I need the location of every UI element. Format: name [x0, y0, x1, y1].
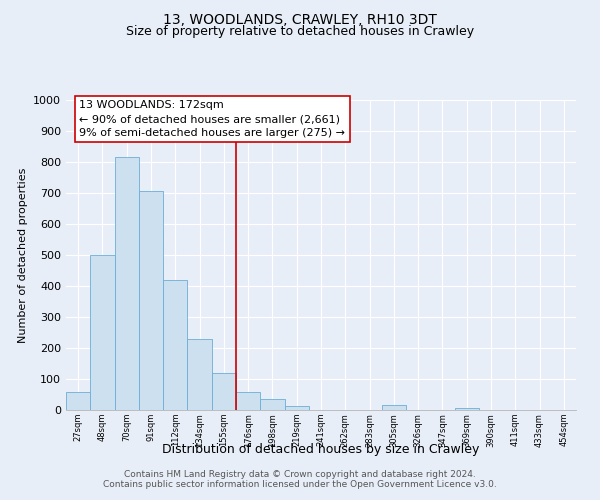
Bar: [236, 392, 260, 410]
Bar: [260, 399, 284, 410]
Text: Size of property relative to detached houses in Crawley: Size of property relative to detached ho…: [126, 25, 474, 38]
Bar: [455, 408, 479, 410]
Bar: [66, 392, 90, 410]
Bar: [139, 191, 163, 410]
Text: Distribution of detached houses by size in Crawley: Distribution of detached houses by size …: [163, 442, 479, 456]
Text: 13, WOODLANDS, CRAWLEY, RH10 3DT: 13, WOODLANDS, CRAWLEY, RH10 3DT: [163, 12, 437, 26]
Bar: [212, 374, 236, 410]
Bar: [90, 255, 115, 410]
Y-axis label: Number of detached properties: Number of detached properties: [17, 168, 28, 342]
Bar: [284, 406, 309, 410]
Text: Contains public sector information licensed under the Open Government Licence v3: Contains public sector information licen…: [103, 480, 497, 489]
Bar: [115, 158, 139, 410]
Text: Contains HM Land Registry data © Crown copyright and database right 2024.: Contains HM Land Registry data © Crown c…: [124, 470, 476, 479]
Bar: [187, 340, 212, 410]
Bar: [382, 406, 406, 410]
Text: 13 WOODLANDS: 172sqm
← 90% of detached houses are smaller (2,661)
9% of semi-det: 13 WOODLANDS: 172sqm ← 90% of detached h…: [79, 100, 346, 138]
Bar: [163, 280, 187, 410]
